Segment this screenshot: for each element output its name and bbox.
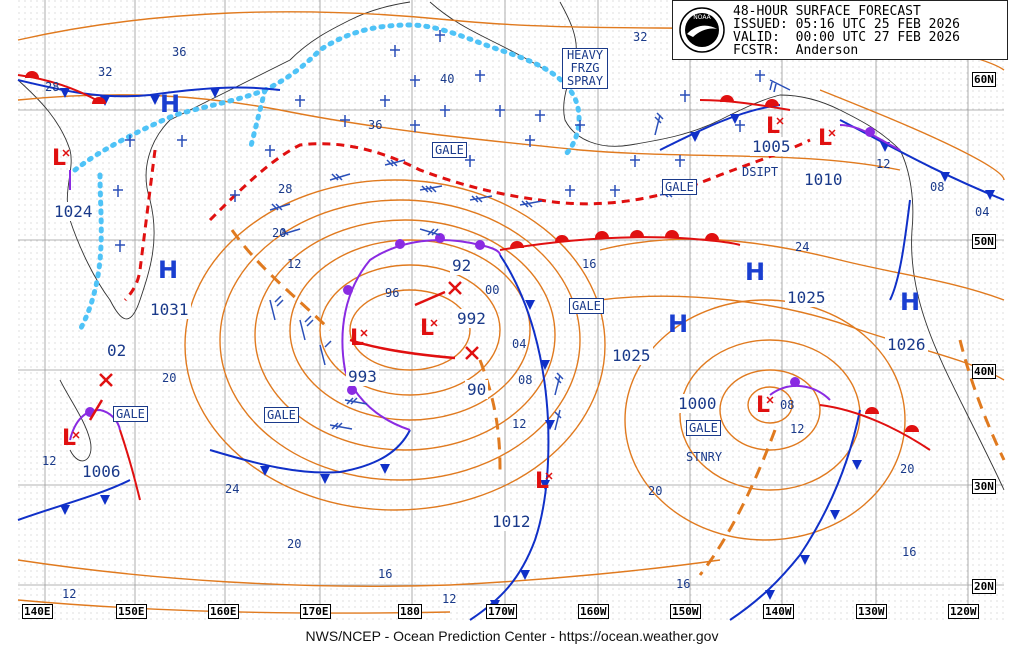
track-end-marks xyxy=(99,281,479,387)
high-pressure-markers: H H H H H xyxy=(158,90,920,338)
footer-credit: NWS/NCEP - Ocean Prediction Center - htt… xyxy=(305,628,719,644)
low-center-x xyxy=(62,117,836,480)
low-marker: L xyxy=(756,393,770,418)
low-marker: L xyxy=(818,126,832,151)
low-pressure-markers: L L L L L L L L xyxy=(52,114,832,494)
noaa-logo-icon: NOAA xyxy=(679,7,725,53)
high-marker: H xyxy=(160,90,180,118)
low-marker: L xyxy=(420,316,434,341)
occluded-symbols xyxy=(85,127,875,417)
high-marker: H xyxy=(158,256,178,284)
isobars xyxy=(17,11,1005,614)
issued-label: ISSUED: xyxy=(733,17,788,32)
low-marker: L xyxy=(766,114,780,139)
warm-front-semicircles xyxy=(25,71,919,432)
forecaster-label: FCSTR: xyxy=(733,43,780,58)
low-marker: L xyxy=(62,426,76,451)
freezing-spray-symbols xyxy=(113,30,765,252)
warm-fronts xyxy=(17,74,931,501)
ice-boundary xyxy=(123,138,811,302)
low-marker: L xyxy=(350,326,364,351)
valid-label: VALID: xyxy=(733,30,780,45)
high-marker: H xyxy=(900,288,920,316)
header-text: 48-HOUR SURFACE FORECAST ISSUED: 05:16 U… xyxy=(733,5,960,57)
high-marker: H xyxy=(668,310,688,338)
low-marker: L xyxy=(535,469,549,494)
issued-time: 05:16 UTC 25 FEB 2026 xyxy=(795,17,960,32)
valid-time: 00:00 UTC 27 FEB 2026 xyxy=(795,30,960,45)
high-marker: H xyxy=(745,258,765,286)
logo-text: NOAA xyxy=(693,14,711,21)
header-title: 48-HOUR SURFACE FORECAST xyxy=(733,4,921,19)
low-marker: L xyxy=(52,146,66,171)
ice-edge xyxy=(72,22,582,333)
forecaster-name: Anderson xyxy=(795,43,859,58)
troughs xyxy=(230,229,1006,576)
forecast-header: NOAA 48-HOUR SURFACE FORECAST ISSUED: 05… xyxy=(672,0,1008,60)
cold-front-triangles xyxy=(60,88,995,610)
storm-tracks xyxy=(88,290,456,421)
